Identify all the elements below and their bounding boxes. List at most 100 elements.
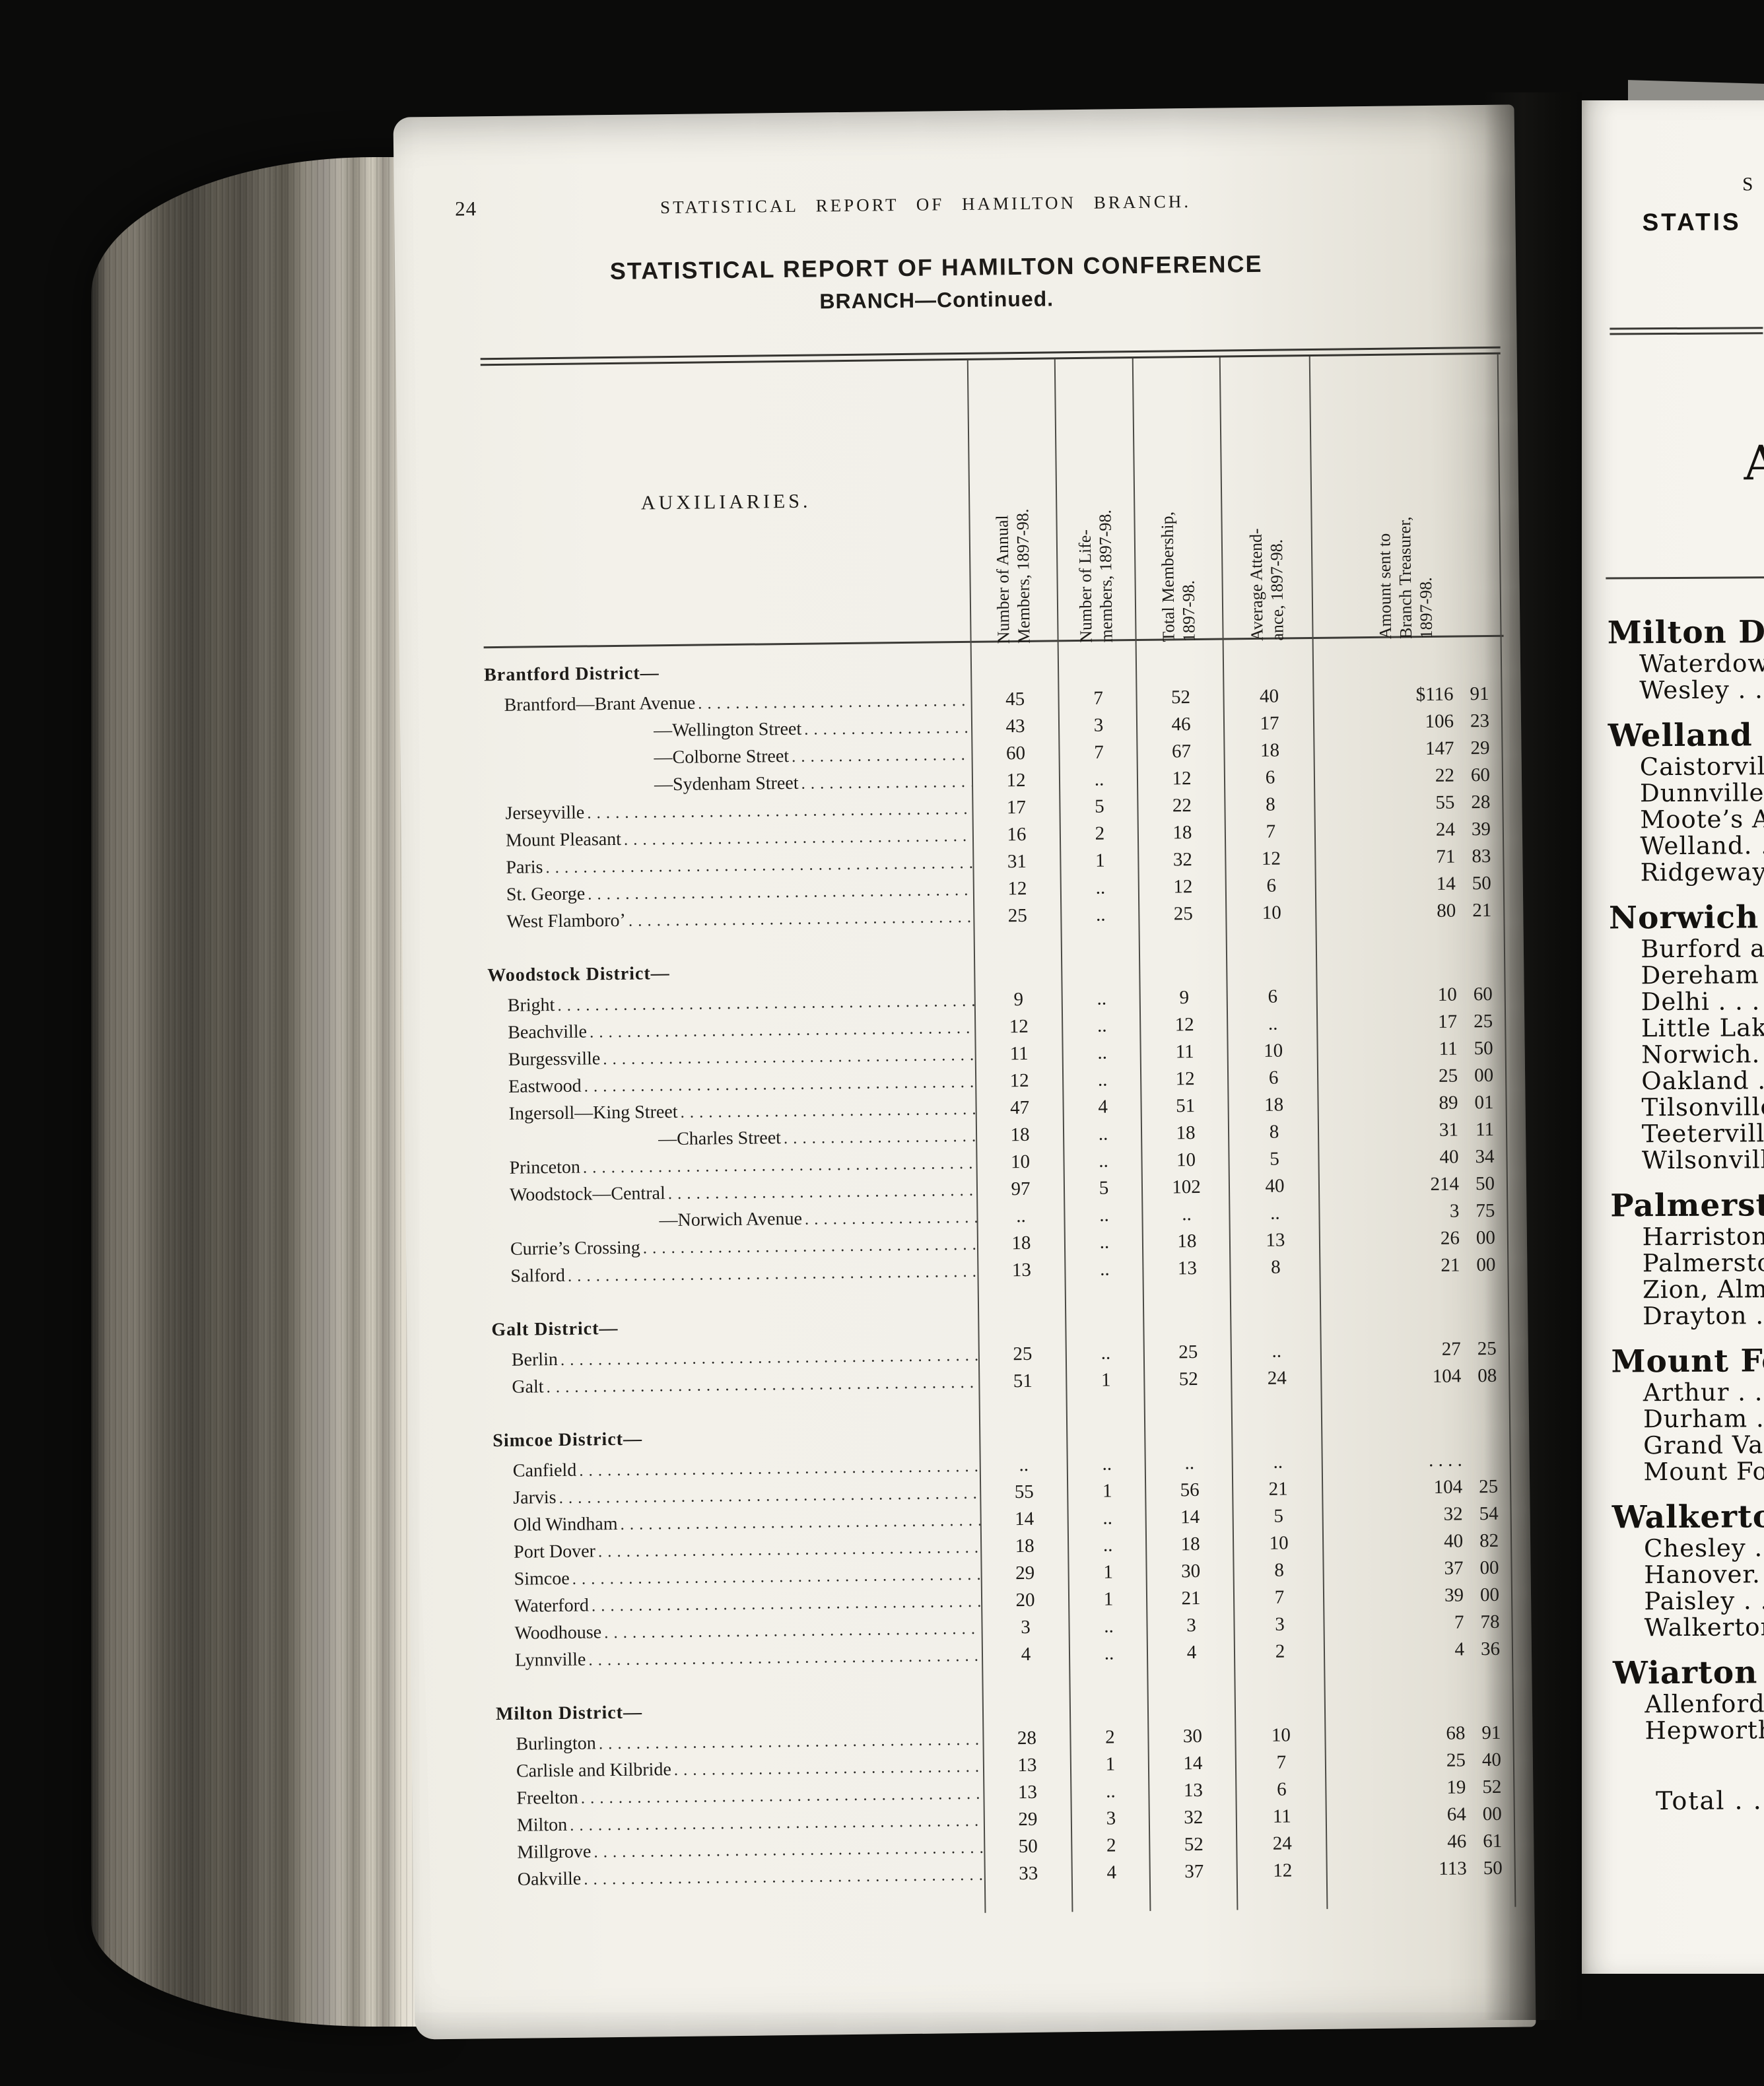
right-district-heading: Palmersto bbox=[1610, 1187, 1764, 1225]
right-auxiliary-row: Delhi . . . . bbox=[1641, 987, 1764, 1017]
value-cell: 21 bbox=[1181, 1587, 1201, 1609]
value-cell: 46 bbox=[1171, 714, 1191, 735]
auxiliaries-column-header: AUXILIARIES. bbox=[640, 490, 811, 514]
value-cell: 1 bbox=[1095, 850, 1105, 871]
value-cell: 52 bbox=[1184, 1833, 1204, 1856]
right-district-heading: Norwich D bbox=[1608, 899, 1764, 937]
amount-cell: 8901 bbox=[1439, 1092, 1493, 1114]
value-cell: 9 bbox=[1179, 987, 1190, 1009]
row-label: Milton bbox=[516, 1814, 568, 1836]
value-cell: 12 bbox=[1261, 848, 1281, 869]
right-district-heading: Milton Dis bbox=[1607, 613, 1764, 652]
right-district-heading: Welland D bbox=[1608, 717, 1764, 755]
right-auxiliary-row: Drayton . . bbox=[1643, 1301, 1764, 1331]
value-cell: 10 bbox=[1176, 1149, 1196, 1171]
right-auxiliary-row: Palmerston bbox=[1642, 1248, 1764, 1278]
row-label: Woodstock—Central bbox=[509, 1183, 665, 1205]
value-cell: 17 bbox=[1260, 712, 1279, 734]
value-cell: 4 bbox=[1098, 1096, 1108, 1118]
leader-dots: ........................................… bbox=[560, 1341, 979, 1369]
right-auxiliary-row: Allenford bbox=[1645, 1689, 1764, 1719]
amount-cell: 80 21 bbox=[1437, 899, 1492, 922]
value-cell: 51 bbox=[1175, 1095, 1196, 1117]
value-cell: .. bbox=[1104, 1642, 1114, 1664]
right-auxiliary-row: Welland. . . bbox=[1640, 831, 1764, 861]
value-cell: 52 bbox=[1170, 687, 1191, 708]
value-cell: 30 bbox=[1180, 1560, 1201, 1582]
value-cell: 32 bbox=[1184, 1806, 1204, 1829]
amount-cell: 147 29 bbox=[1425, 737, 1490, 760]
leader-dots: ........................................… bbox=[584, 1861, 985, 1889]
leader-dots: ........................................… bbox=[557, 987, 975, 1015]
leader-dots: ........................................… bbox=[572, 1561, 981, 1588]
value-cell: 1 bbox=[1105, 1753, 1116, 1775]
value-cell: 3 bbox=[1093, 714, 1104, 736]
value-cell: 25 bbox=[1173, 903, 1193, 925]
value-cell: .. bbox=[1095, 904, 1106, 925]
amount-cell: 71 83 bbox=[1436, 845, 1491, 867]
value-cell: 10 bbox=[1010, 1151, 1031, 1173]
row-label: Salford bbox=[510, 1265, 566, 1287]
value-cell: 4 bbox=[1106, 1862, 1117, 1883]
amount-cell: 22 60 bbox=[1435, 764, 1491, 786]
value-cell: 47 bbox=[1009, 1096, 1030, 1119]
row-label: Waterford bbox=[514, 1595, 590, 1617]
right-auxiliary-row: Ridgeway bbox=[1640, 858, 1764, 887]
value-cell: 8 bbox=[1270, 1256, 1281, 1278]
leader-dots: ........................................… bbox=[588, 876, 974, 904]
value-cell: 7 bbox=[1274, 1586, 1285, 1608]
value-cell: .. bbox=[1098, 1123, 1108, 1145]
right-district-heading: Walkerto bbox=[1611, 1498, 1764, 1536]
value-cell: 25 bbox=[1007, 904, 1027, 927]
right-auxiliary-row: Dereham C bbox=[1641, 960, 1764, 990]
row-label: Princeton bbox=[509, 1157, 581, 1178]
value-cell: .. bbox=[1101, 1342, 1111, 1364]
right-table-double-rule bbox=[1610, 327, 1763, 335]
row-label: Woodhouse bbox=[514, 1622, 602, 1644]
row-label: Old Windham bbox=[513, 1514, 618, 1535]
value-cell: 45 bbox=[1005, 688, 1025, 710]
value-cell: 13 bbox=[1011, 1259, 1032, 1281]
leader-dots: ........................................… bbox=[623, 822, 973, 849]
value-cell: 1 bbox=[1102, 1480, 1112, 1502]
row-label: —Norwich Avenue bbox=[659, 1208, 803, 1231]
right-auxiliary-row: Durham . . . bbox=[1643, 1404, 1764, 1434]
value-cell: 30 bbox=[1182, 1725, 1203, 1747]
right-auxiliary-row: Paisley . . bbox=[1644, 1586, 1764, 1616]
row-label: Carlisle and Kilbride bbox=[516, 1759, 671, 1782]
leader-dots: ........................................… bbox=[584, 1068, 976, 1096]
leader-dots: ........................................… bbox=[582, 1149, 976, 1177]
value-cell: 21 bbox=[1268, 1478, 1288, 1500]
row-label: Port Dover bbox=[514, 1541, 596, 1563]
value-cell: 25 bbox=[1013, 1343, 1033, 1365]
value-cell: 11 bbox=[1009, 1042, 1029, 1065]
right-auxiliary-row: Wilsonville bbox=[1641, 1145, 1764, 1175]
value-cell: 8 bbox=[1274, 1559, 1285, 1581]
rotated-column-headers: Number of Annual Members, 1897-98. Number … bbox=[393, 104, 1514, 644]
value-cell: .. bbox=[1097, 1069, 1108, 1091]
amount-cell: 375 bbox=[1449, 1200, 1495, 1222]
row-label: Galt bbox=[512, 1376, 544, 1397]
left-page: 24 STATISTICAL REPORT OF HAMILTON BRANCH… bbox=[393, 104, 1536, 2040]
amount-cell: 10 60 bbox=[1437, 983, 1493, 1005]
value-cell: 13 bbox=[1017, 1754, 1037, 1776]
value-cell: 25 bbox=[1178, 1341, 1198, 1363]
page-number: 24 bbox=[454, 197, 477, 220]
value-cell: 28 bbox=[1017, 1727, 1037, 1749]
leader-dots: ........................................… bbox=[588, 1642, 982, 1669]
value-cell: 3 bbox=[1186, 1615, 1196, 1636]
value-cell: 7 bbox=[1266, 821, 1276, 842]
value-cell: .. bbox=[1099, 1231, 1110, 1253]
value-cell: 12 bbox=[1172, 768, 1192, 790]
right-auxiliary-row: Burford an bbox=[1641, 934, 1764, 964]
value-cell: 67 bbox=[1171, 741, 1192, 762]
row-label: Woodstock District— bbox=[487, 963, 670, 986]
right-auxiliary-row: Chesley . . bbox=[1643, 1533, 1764, 1563]
leader-dots: ........................................… bbox=[803, 714, 972, 739]
leader-dots: ........................................… bbox=[591, 1588, 982, 1615]
value-cell: 17 bbox=[1006, 796, 1027, 819]
right-auxiliary-row: Hepworth bbox=[1645, 1716, 1764, 1745]
value-cell: 24 bbox=[1272, 1833, 1292, 1854]
value-cell: .. bbox=[1102, 1534, 1113, 1556]
